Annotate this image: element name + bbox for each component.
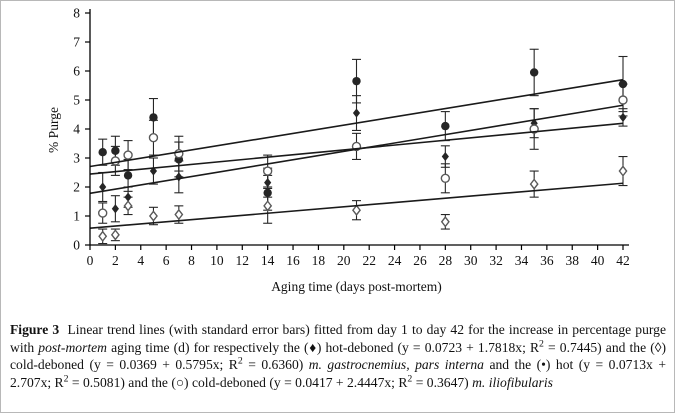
open-circle-marker [110,156,121,166]
caption-segment: post-mortem [38,339,107,355]
caption-segment: = 0.3647) [412,374,473,390]
y-tick-label: 0 [73,238,80,253]
open-circle-marker [440,173,451,184]
y-tick-label: 6 [73,64,80,79]
y-tick-label: 5 [73,93,80,108]
y-tick-label: 8 [73,6,80,21]
filled-circle-marker [98,148,107,157]
filled-diamond-marker [352,108,361,118]
trend-line [89,182,624,229]
filled-circle-marker [263,188,272,197]
figure-caption: Figure 3 Linear trend lines (with standa… [10,321,666,391]
filled-diamond-marker [99,182,107,192]
y-tick-label: 2 [73,180,80,195]
caption-segment: = 0.7445) and the (◊) cold-deboned (y = … [10,339,666,373]
x-tick-label: 0 [87,253,94,268]
x-tick-label: 14 [261,253,275,268]
open-diamond-marker [352,204,361,216]
filled-diamond-marker [124,192,132,202]
filled-diamond-marker [441,151,449,162]
x-tick-label: 26 [413,253,427,268]
caption-segment: = 0.6360) [242,357,309,373]
open-diamond-marker [529,178,539,190]
x-axis-title: Aging time (days post-mortem) [271,279,442,294]
x-tick-label: 22 [362,253,376,268]
purge-chart: 0 1 2 3 4 5 6 7 8 0 2 4 6 8 10 12 14 16 18 20 22 24 26 28 30 32 34… [1,1,674,309]
trend-line [89,122,624,175]
filled-circle-marker [618,79,628,89]
caption-segment: 2 [237,355,243,367]
open-diamond-marker [174,208,184,221]
x-tick-label: 32 [489,253,503,268]
filled-circle-marker [111,146,120,155]
caption-segment: Figure 3 [10,322,60,337]
x-tick-label: 4 [137,253,144,268]
x-tick-label: 16 [286,253,300,268]
y-tick-label: 1 [73,209,80,224]
y-tick-label: 4 [73,122,80,137]
open-diamond-marker [110,229,120,241]
caption-segment: m. iliofibularis [472,374,553,390]
caption-segment: 2 [539,338,544,350]
filled-circle-marker [441,121,450,131]
open-circle-marker [262,166,273,176]
x-tick-label: 8 [188,253,195,268]
caption-segment: m. gastrocnemius, pars interna [308,357,484,373]
filled-circle-marker [123,171,133,180]
x-tick-label: 38 [565,253,579,268]
filled-diamond-marker [619,112,627,122]
caption-segment: and the (•) hot (y = 0.0713x + 2.707x; R [10,357,666,390]
caption-segment: aging time (d) for respectively the (♦) … [107,339,540,355]
trend-line [89,78,624,168]
open-circle-marker [97,208,108,218]
caption-segment: Linear trend lines (with standard error … [10,322,666,355]
x-tick-label: 12 [236,253,250,268]
x-tick-label: 34 [515,253,529,268]
open-diamond-marker [98,230,108,243]
x-tick-label: 30 [464,253,478,268]
open-diamond-marker [440,216,450,228]
x-tick-label: 6 [163,253,170,268]
open-diamond-marker [618,165,628,177]
open-circle-marker [618,95,628,105]
x-tick-label: 36 [540,253,554,268]
filled-diamond-marker [111,204,119,214]
open-circle-marker [123,150,133,160]
x-tick-label: 28 [439,253,453,268]
filled-diamond-marker [264,178,272,188]
y-axis-title: % Purge [46,107,61,153]
filled-circle-marker [149,113,158,122]
x-tick-label: 24 [388,253,402,268]
x-tick-label: 40 [591,253,605,268]
x-tick-label: 42 [616,253,630,268]
y-tick-label: 3 [73,151,80,166]
filled-circle-marker [352,76,361,86]
open-diamond-marker [123,200,133,212]
x-tick-label: 18 [312,253,326,268]
caption-segment: 2 [407,373,413,385]
x-tick-label: 20 [337,253,351,268]
filled-diamond-marker [175,172,183,182]
open-diamond-marker [148,210,158,222]
open-circle-marker [148,132,159,143]
caption-segment: = 0.5081) and the (○) cold-deboned (y = … [68,374,408,390]
y-tick-label: 7 [73,35,80,50]
filled-circle-marker [529,68,539,77]
x-tick-label: 10 [210,253,224,268]
caption-segment: 2 [63,373,69,385]
open-diamond-marker [263,200,273,212]
x-tick-label: 2 [112,253,119,268]
